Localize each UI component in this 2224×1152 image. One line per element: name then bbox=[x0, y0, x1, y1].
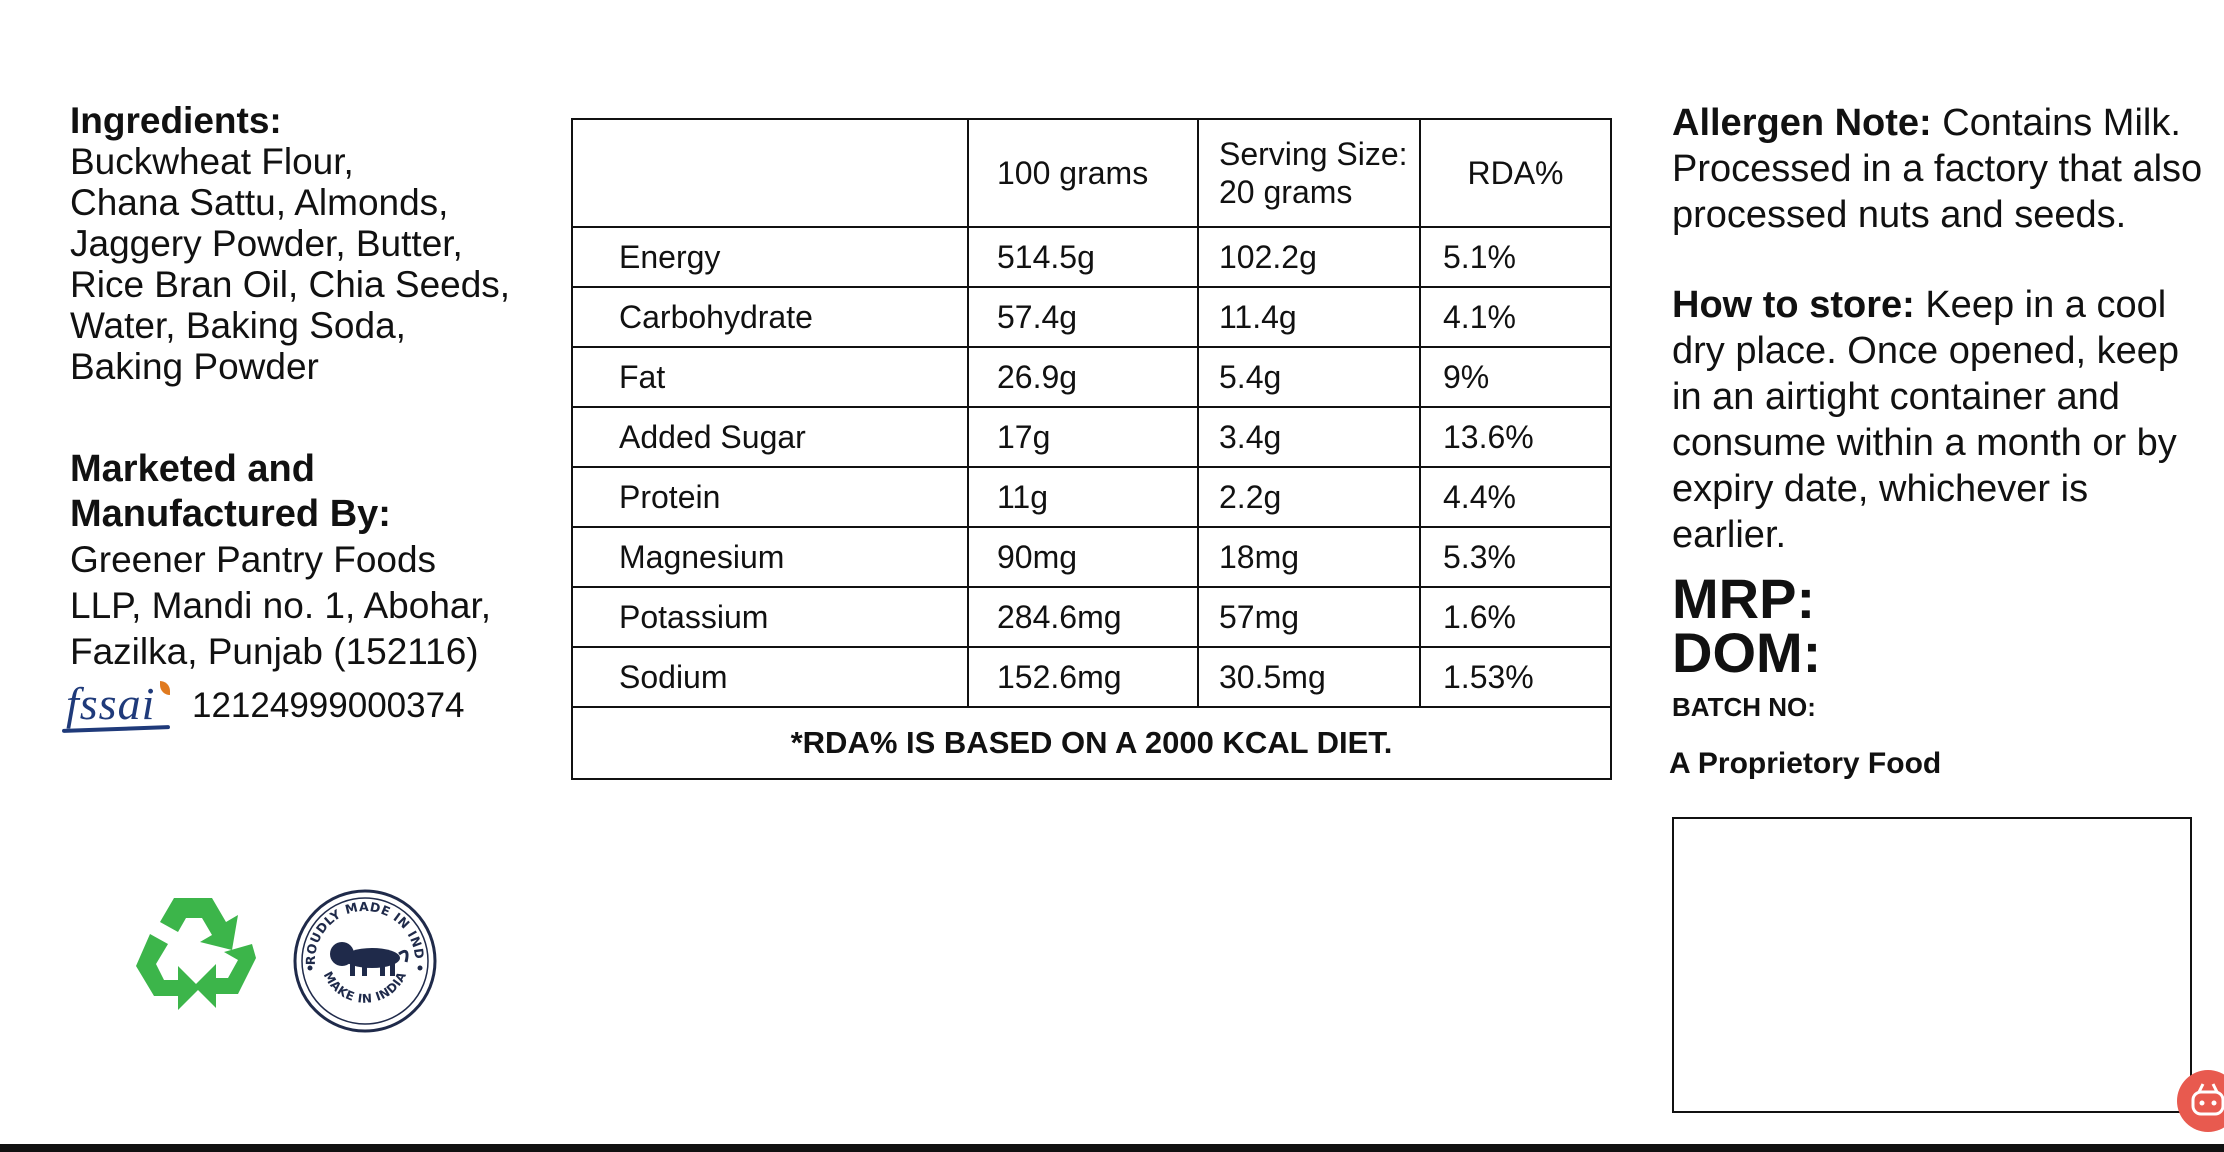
nutrient-rda: 4.1% bbox=[1419, 286, 1612, 348]
recycle-icon bbox=[136, 898, 256, 1010]
bottom-border-bar bbox=[0, 1144, 2224, 1152]
table-row: Magnesium 90mg 18mg 5.3% bbox=[571, 526, 1612, 588]
manufacturer-title-line2: Manufactured By: bbox=[70, 493, 391, 535]
nutrient-name: Protein bbox=[571, 466, 969, 528]
ingredients-list: Buckwheat Flour, Chana Sattu, Almonds, J… bbox=[70, 141, 550, 387]
nutrient-name: Potassium bbox=[571, 586, 969, 648]
nutrient-per-serving: 18mg bbox=[1197, 526, 1421, 588]
nutrient-per-serving: 30.5mg bbox=[1197, 646, 1421, 708]
table-row: Sodium 152.6mg 30.5mg 1.53% bbox=[571, 646, 1612, 708]
proprietary-label: A Proprietory Food bbox=[1669, 747, 1942, 780]
chat-widget-icon[interactable] bbox=[2177, 1070, 2224, 1132]
chat-bot-icon bbox=[2191, 1083, 2224, 1116]
nutrient-name: Energy bbox=[571, 226, 969, 288]
nutrient-name: Magnesium bbox=[571, 526, 969, 588]
nutrient-per-serving: 11.4g bbox=[1197, 286, 1421, 348]
mrp-label: MRP: bbox=[1672, 567, 1816, 630]
nutrient-per-100g: 90mg bbox=[967, 526, 1199, 588]
nutrient-per-100g: 11g bbox=[967, 466, 1199, 528]
manufacturer-title: Marketed and Manufactured By: bbox=[70, 447, 550, 537]
fssai-leaf-icon bbox=[160, 681, 170, 695]
manufacturer-address-line: LLP, Mandi no. 1, Abohar, bbox=[70, 585, 492, 626]
manufacturer-title-line1: Marketed and bbox=[70, 448, 315, 490]
fssai-license-number: 12124999000374 bbox=[192, 686, 465, 725]
manufacturer-address-line: Greener Pantry Foods bbox=[70, 539, 437, 580]
nutrient-per-serving: 57mg bbox=[1197, 586, 1421, 648]
nutrient-rda: 13.6% bbox=[1419, 406, 1612, 468]
right-column: Allergen Note: Contains Milk. Processed … bbox=[1669, 100, 2212, 781]
fssai-logo-text: fssai bbox=[66, 678, 156, 729]
nutrient-per-100g: 514.5g bbox=[967, 226, 1199, 288]
allergen-note: Allergen Note: Contains Milk. Processed … bbox=[1672, 100, 2212, 238]
nutrient-per-100g: 17g bbox=[967, 406, 1199, 468]
table-row: Protein 11g 2.2g 4.4% bbox=[571, 466, 1612, 528]
storage-text: Keep in a cool dry place. Once opened, k… bbox=[1672, 284, 2180, 556]
nutrient-per-100g: 57.4g bbox=[967, 286, 1199, 348]
dom-label: DOM: bbox=[1672, 621, 1822, 684]
nutrition-table: 100 grams Serving Size: 20 grams RDA% Ene… bbox=[571, 118, 1612, 780]
make-in-india-seal-icon: PROUDLY MADE IN INDIA MAKE IN INDIA bbox=[292, 888, 437, 1033]
batch-label: BATCH NO: bbox=[1672, 692, 1816, 722]
ingredients-line: Baking Powder bbox=[70, 346, 319, 387]
fssai-license-row: fssai 12124999000374 bbox=[61, 675, 550, 737]
nutrient-rda: 9% bbox=[1419, 346, 1612, 408]
fssai-logo: fssai bbox=[60, 675, 178, 737]
nutrient-per-100g: 26.9g bbox=[967, 346, 1199, 408]
storage-note: How to store: Keep in a cool dry place. … bbox=[1672, 282, 2212, 558]
ingredients-line: Rice Bran Oil, Chia Seeds, bbox=[70, 264, 511, 305]
table-row: Added Sugar 17g 3.4g 13.6% bbox=[571, 406, 1612, 468]
nutrient-name: Fat bbox=[571, 346, 969, 408]
nutrient-per-serving: 3.4g bbox=[1197, 406, 1421, 468]
nutrient-name: Sodium bbox=[571, 646, 969, 708]
ingredients-line: Water, Baking Soda, bbox=[70, 305, 406, 346]
barcode-placeholder-box bbox=[1672, 817, 2192, 1113]
header-rda: RDA% bbox=[1419, 118, 1612, 228]
allergen-text: Contains Milk. Processed in a factory th… bbox=[1672, 102, 2203, 236]
certification-icons: PROUDLY MADE IN INDIA MAKE IN INDIA bbox=[134, 888, 454, 1038]
nutrition-footnote-row: *RDA% IS BASED ON A 2000 KCAL DIET. bbox=[571, 706, 1612, 780]
ingredients-line: Chana Sattu, Almonds, bbox=[70, 182, 449, 223]
lion-icon bbox=[330, 942, 409, 976]
header-serving-size: Serving Size: 20 grams bbox=[1197, 118, 1421, 228]
table-row: Fat 26.9g 5.4g 9% bbox=[571, 346, 1612, 408]
table-row: Potassium 284.6mg 57mg 1.6% bbox=[571, 586, 1612, 648]
nutrient-per-100g: 284.6mg bbox=[967, 586, 1199, 648]
nutrient-rda: 5.1% bbox=[1419, 226, 1612, 288]
left-column: Ingredients: Buckwheat Flour, Chana Satt… bbox=[61, 100, 550, 737]
ingredients-line: Jaggery Powder, Butter, bbox=[70, 223, 463, 264]
nutrient-per-serving: 5.4g bbox=[1197, 346, 1421, 408]
nutrient-rda: 1.53% bbox=[1419, 646, 1612, 708]
nutrient-per-100g: 152.6mg bbox=[967, 646, 1199, 708]
nutrient-name: Added Sugar bbox=[571, 406, 969, 468]
rda-footnote: *RDA% IS BASED ON A 2000 KCAL DIET. bbox=[571, 706, 1612, 780]
nutrient-per-serving: 2.2g bbox=[1197, 466, 1421, 528]
manufacturer-address-line: Fazilka, Punjab (152116) bbox=[70, 631, 479, 672]
table-row: Energy 514.5g 102.2g 5.1% bbox=[571, 226, 1612, 288]
header-100-grams: 100 grams bbox=[967, 118, 1199, 228]
nutrient-rda: 5.3% bbox=[1419, 526, 1612, 588]
ingredients-line: Buckwheat Flour, bbox=[70, 141, 354, 182]
nutrition-header-row: 100 grams Serving Size: 20 grams RDA% bbox=[571, 118, 1612, 228]
table-row: Carbohydrate 57.4g 11.4g 4.1% bbox=[571, 286, 1612, 348]
ingredients-title: Ingredients: bbox=[70, 100, 282, 141]
allergen-title: Allergen Note: bbox=[1672, 102, 1932, 144]
nutrient-rda: 1.6% bbox=[1419, 586, 1612, 648]
header-blank bbox=[571, 118, 969, 228]
nutrient-name: Carbohydrate bbox=[571, 286, 969, 348]
nutrient-rda: 4.4% bbox=[1419, 466, 1612, 528]
nutrient-per-serving: 102.2g bbox=[1197, 226, 1421, 288]
storage-title: How to store: bbox=[1672, 284, 1915, 326]
